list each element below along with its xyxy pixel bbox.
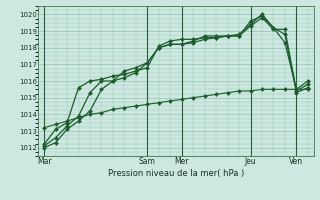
X-axis label: Pression niveau de la mer( hPa ): Pression niveau de la mer( hPa ) [108, 169, 244, 178]
